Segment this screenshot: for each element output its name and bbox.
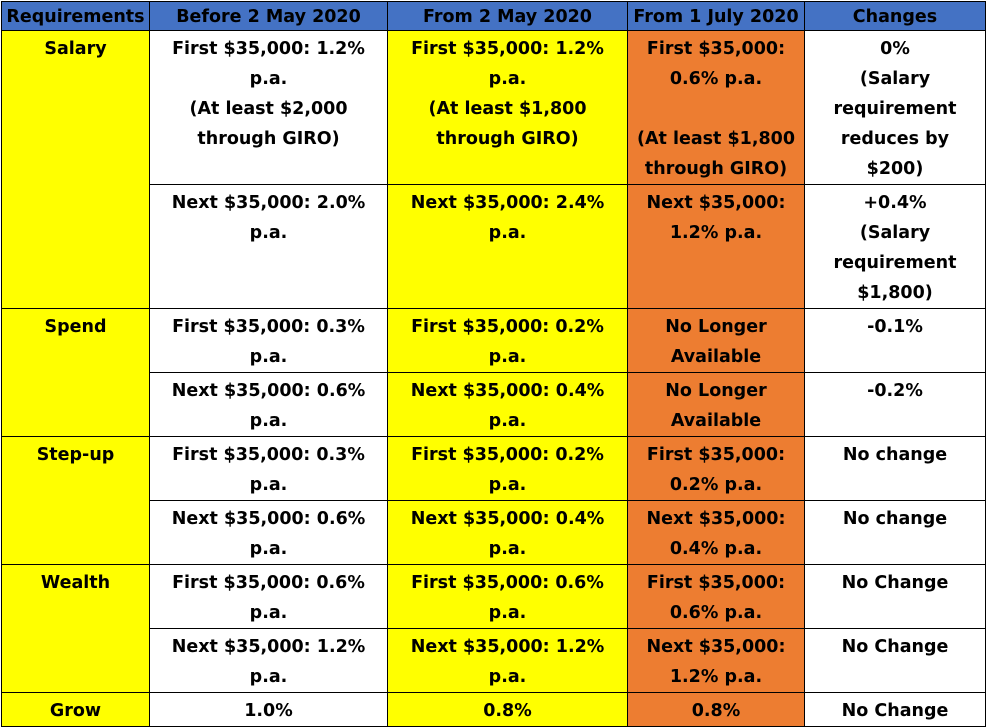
header-from-2-may-2020: From 2 May 2020	[387, 1, 628, 31]
cell-wealth-next-before: Next $35,000: 1.2% p.a.	[149, 628, 388, 693]
cell-salary-first-may: First $35,000: 1.2% p.a. (At least $1,80…	[387, 30, 628, 185]
cell-salary-first-changes: 0% (Salary requirement reduces by $200)	[804, 30, 986, 185]
cell-grow-may: 0.8%	[387, 692, 628, 727]
cell-stepup-first-may: First $35,000: 0.2% p.a.	[387, 436, 628, 501]
cell-grow-before: 1.0%	[149, 692, 388, 727]
table-row: Next $35,000: 2.0% p.a. Next $35,000: 2.…	[2, 184, 986, 309]
cell-spend-next-changes: -0.2%	[804, 372, 986, 437]
cell-spend-next-july: No Longer Available	[627, 372, 805, 437]
cell-wealth-next-may: Next $35,000: 1.2% p.a.	[387, 628, 628, 693]
cell-spend-first-may: First $35,000: 0.2% p.a.	[387, 308, 628, 373]
cell-spend-next-before: Next $35,000: 0.6% p.a.	[149, 372, 388, 437]
cell-salary-next-may: Next $35,000: 2.4% p.a.	[387, 184, 628, 309]
cell-stepup-first-changes: No change	[804, 436, 986, 501]
header-row: Requirements Before 2 May 2020 From 2 Ma…	[1, 1, 986, 31]
table-row: Step-up First $35,000: 0.3% p.a. First $…	[1, 436, 986, 565]
cell-salary-next-changes: +0.4% (Salary requirement $1,800)	[804, 184, 986, 309]
cell-spend-next-may: Next $35,000: 0.4% p.a.	[387, 372, 628, 437]
cell-wealth-first-may: First $35,000: 0.6% p.a.	[387, 564, 628, 629]
requirement-grow: Grow	[1, 692, 150, 727]
header-requirements: Requirements	[1, 1, 150, 31]
table-row: Wealth First $35,000: 0.6% p.a. First $3…	[1, 564, 986, 693]
table-row: Next $35,000: 1.2% p.a. Next $35,000: 1.…	[2, 628, 986, 693]
cell-wealth-next-july: Next $35,000: 1.2% p.a.	[627, 628, 805, 693]
cell-salary-next-before: Next $35,000: 2.0% p.a.	[149, 184, 388, 309]
cell-wealth-first-changes: No Change	[804, 564, 986, 629]
table-row: Next $35,000: 0.6% p.a. Next $35,000: 0.…	[2, 372, 986, 437]
table-row: Grow 1.0% 0.8% 0.8% No Change	[1, 692, 986, 727]
cell-wealth-next-changes: No Change	[804, 628, 986, 693]
table-row: Salary First $35,000: 1.2% p.a. (At leas…	[1, 30, 986, 309]
cell-wealth-first-before: First $35,000: 0.6% p.a.	[149, 564, 388, 629]
cell-stepup-next-may: Next $35,000: 0.4% p.a.	[387, 500, 628, 565]
requirement-salary: Salary	[1, 30, 150, 309]
requirement-step-up: Step-up	[1, 436, 150, 565]
cell-wealth-first-july: First $35,000: 0.6% p.a.	[627, 564, 805, 629]
cell-salary-first-july: First $35,000: 0.6% p.a. (At least $1,80…	[627, 30, 805, 185]
requirement-spend: Spend	[1, 308, 150, 437]
cell-grow-changes: No Change	[804, 692, 986, 727]
cell-spend-first-changes: -0.1%	[804, 308, 986, 373]
header-changes: Changes	[804, 1, 986, 31]
cell-spend-first-july: No Longer Available	[627, 308, 805, 373]
cell-salary-first-before: First $35,000: 1.2% p.a. (At least $2,00…	[149, 30, 388, 185]
header-before-2-may-2020: Before 2 May 2020	[149, 1, 388, 31]
cell-grow-july: 0.8%	[627, 692, 805, 727]
table-row: Next $35,000: 0.6% p.a. Next $35,000: 0.…	[2, 500, 986, 565]
cell-salary-next-july: Next $35,000: 1.2% p.a.	[627, 184, 805, 309]
cell-stepup-next-changes: No change	[804, 500, 986, 565]
cell-spend-first-before: First $35,000: 0.3% p.a.	[149, 308, 388, 373]
cell-stepup-first-before: First $35,000: 0.3% p.a.	[149, 436, 388, 501]
cell-stepup-next-july: Next $35,000: 0.4% p.a.	[627, 500, 805, 565]
cell-stepup-first-july: First $35,000: 0.2% p.a.	[627, 436, 805, 501]
requirement-wealth: Wealth	[1, 564, 150, 693]
header-from-1-july-2020: From 1 July 2020	[627, 1, 805, 31]
cell-stepup-next-before: Next $35,000: 0.6% p.a.	[149, 500, 388, 565]
table-row: Spend First $35,000: 0.3% p.a. First $35…	[1, 308, 986, 437]
